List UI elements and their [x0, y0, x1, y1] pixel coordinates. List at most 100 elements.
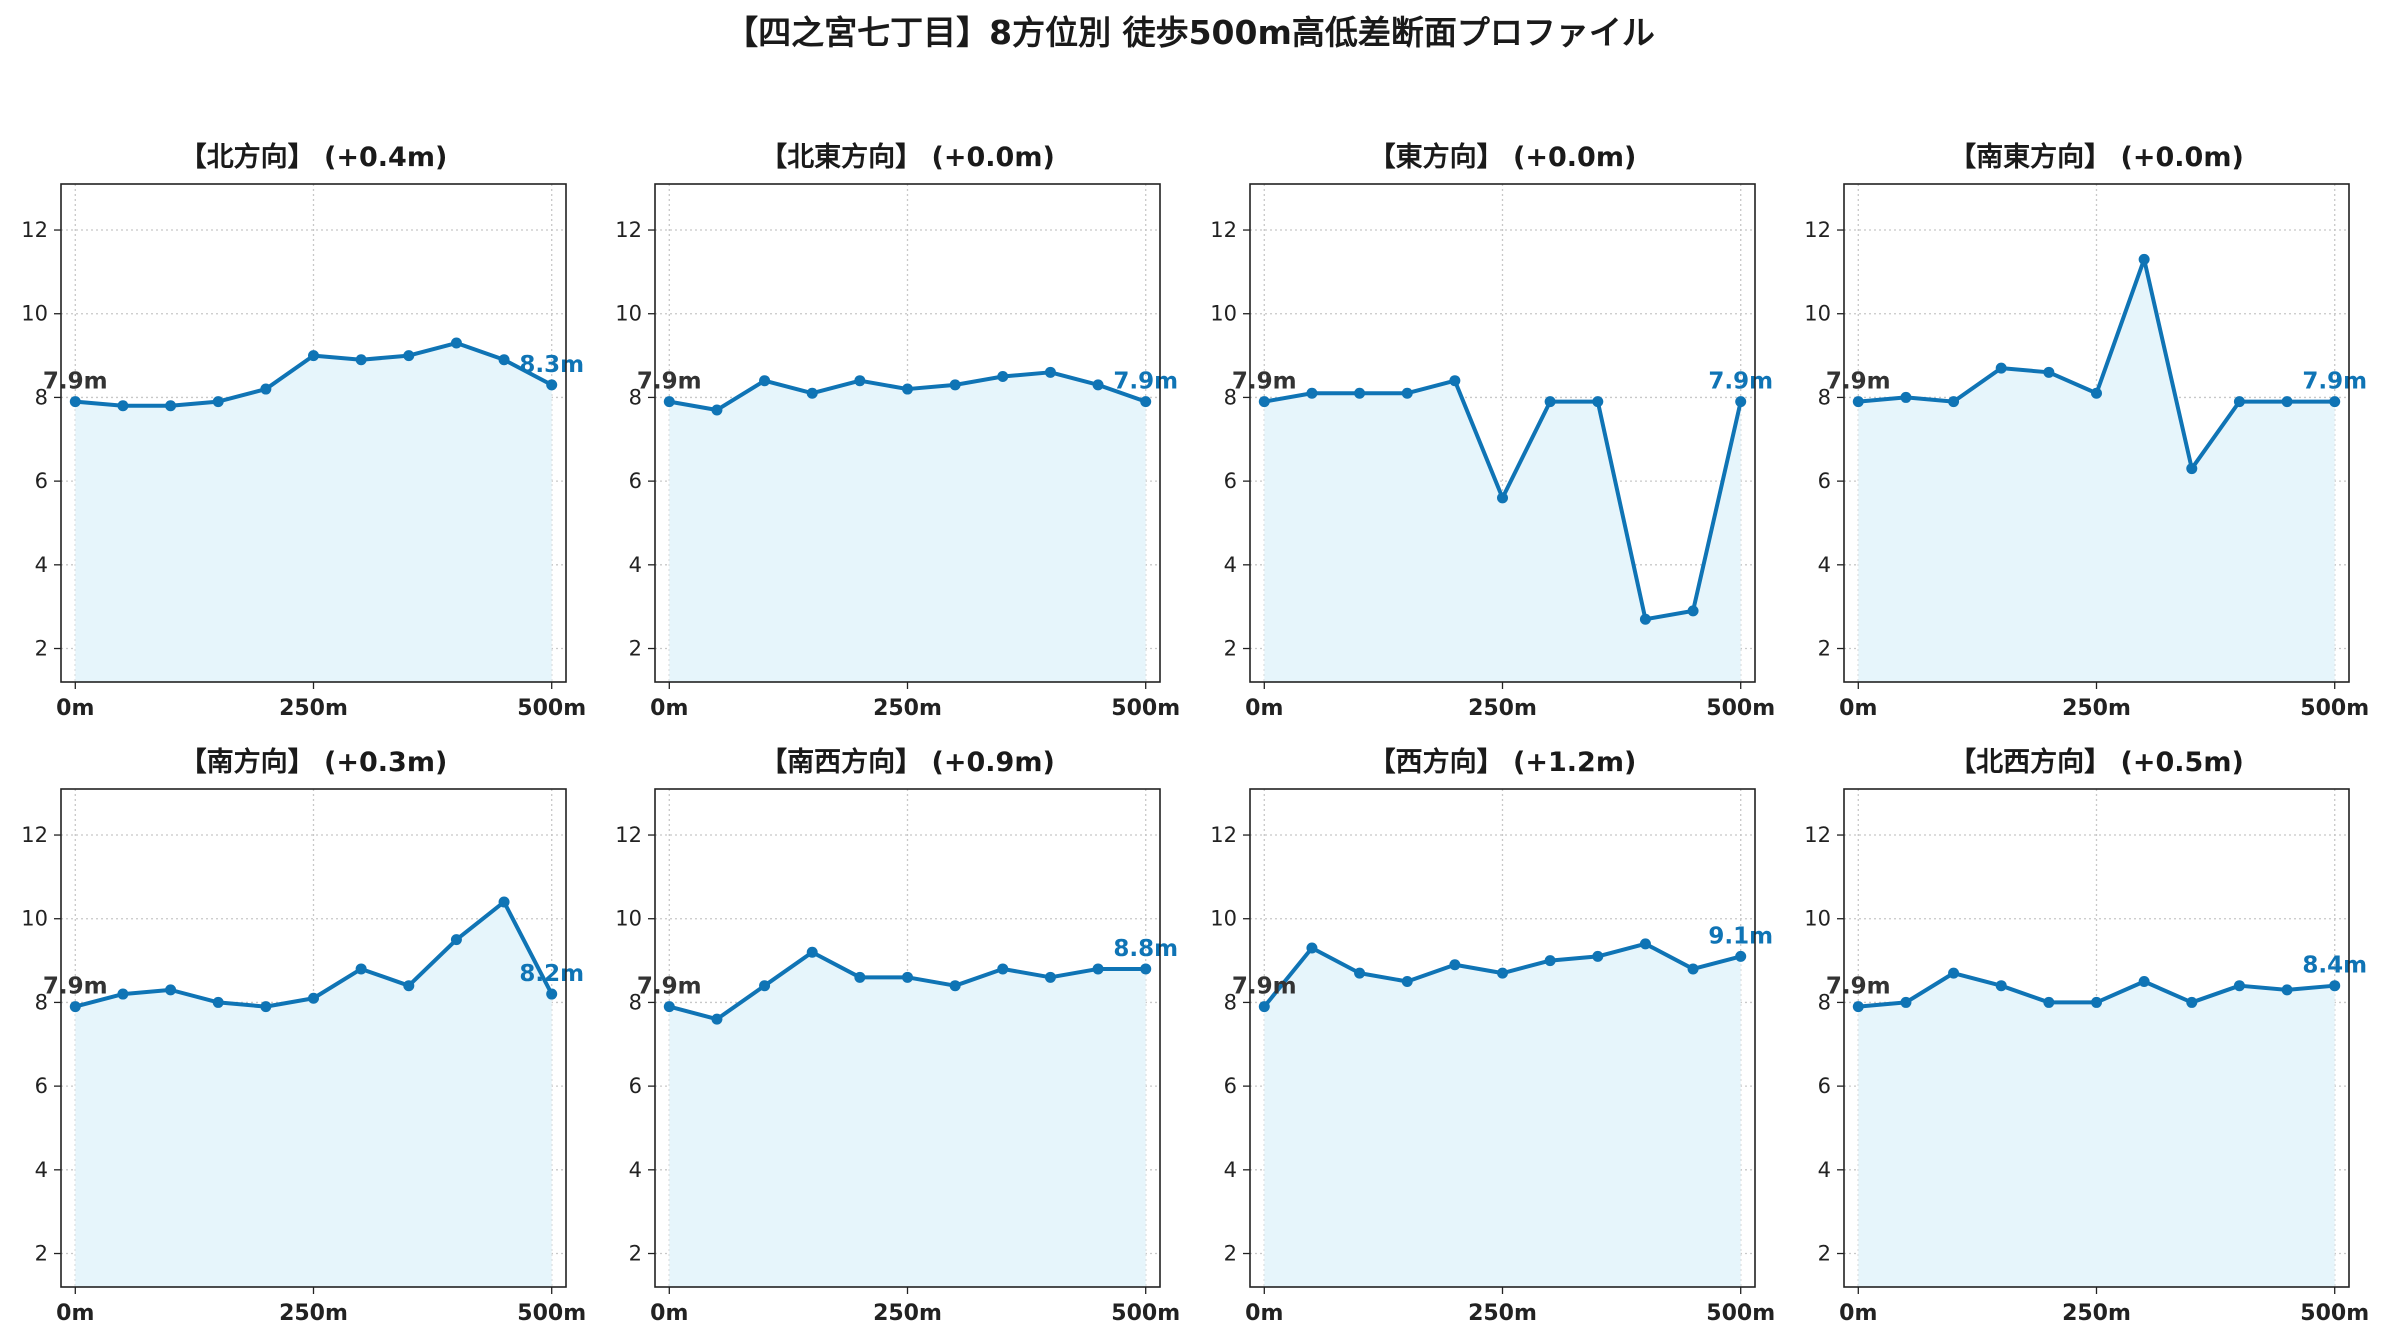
y-tick-label: 4: [35, 553, 48, 577]
elevation-area: [1264, 380, 1741, 682]
x-tick-label: 250m: [279, 696, 348, 721]
data-point: [498, 354, 510, 366]
panel-title: 【北方向】 (+0.4m): [180, 141, 448, 173]
data-point: [759, 375, 771, 387]
data-point: [2091, 387, 2102, 399]
profile-panel: 【北東方向】 (+0.0m) 0m 250m 500m 2 4 6 8 10 12 7.9m 7.9m: [615, 141, 1180, 721]
y-tick-label: 8: [1224, 990, 1237, 1014]
start-elevation-label: 7.9m: [43, 974, 108, 1000]
data-point: [546, 379, 558, 391]
y-tick-label: 12: [615, 823, 642, 847]
data-point: [902, 971, 913, 983]
data-point: [949, 379, 961, 391]
data-point: [1948, 967, 1960, 979]
data-point: [498, 896, 510, 908]
y-tick-label: 10: [1804, 907, 1831, 931]
y-tick-label: 2: [1818, 637, 1831, 661]
data-point: [2186, 996, 2198, 1008]
data-point: [212, 396, 224, 408]
data-point: [2091, 996, 2102, 1008]
elevation-area: [669, 952, 1146, 1287]
x-tick-label: 0m: [56, 696, 94, 721]
x-tick-label: 500m: [1706, 696, 1775, 721]
data-point: [355, 354, 367, 366]
y-tick-label: 6: [629, 1074, 642, 1098]
start-elevation-label: 7.9m: [637, 369, 702, 395]
data-point: [2138, 976, 2150, 988]
data-point: [2329, 396, 2341, 408]
data-point: [2233, 396, 2245, 408]
data-point: [69, 396, 81, 408]
end-elevation-label: 7.9m: [1708, 369, 1773, 395]
data-point: [949, 980, 961, 992]
axes-frame: [1843, 788, 2350, 1288]
data-point: [1639, 938, 1651, 950]
start-elevation-label: 7.9m: [1232, 369, 1297, 395]
data-point: [260, 1001, 272, 1013]
start-elevation-label: 7.9m: [1826, 369, 1891, 395]
y-tick-label: 12: [21, 823, 48, 847]
data-point: [1544, 955, 1556, 967]
panel-title: 【南東方向】 (+0.0m): [1949, 141, 2244, 173]
y-tick-label: 10: [615, 302, 642, 326]
panel-title: 【北西方向】 (+0.5m): [1949, 746, 2244, 778]
y-tick-label: 2: [1818, 1242, 1831, 1266]
y-tick-label: 12: [1804, 823, 1831, 847]
data-point: [1401, 976, 1413, 988]
x-tick-label: 0m: [650, 696, 688, 721]
data-point: [1044, 971, 1056, 983]
data-point: [450, 337, 462, 349]
data-point: [2281, 984, 2293, 996]
x-tick-label: 250m: [279, 1301, 348, 1326]
data-point: [1140, 396, 1152, 408]
profile-panel: 【東方向】 (+0.0m) 0m 250m 500m 2 4 6 8 10 12 7.9m 7.9m: [1210, 141, 1775, 721]
data-point: [902, 383, 913, 395]
start-elevation-label: 7.9m: [43, 369, 108, 395]
end-elevation-label: 7.9m: [1113, 369, 1178, 395]
data-point: [1092, 379, 1104, 391]
end-elevation-label: 8.4m: [2302, 953, 2367, 979]
data-point: [450, 934, 462, 946]
profile-panel: 【西方向】 (+1.2m) 0m 250m 500m 2 4 6 8 10 12 7.9m 9.1m: [1210, 746, 1775, 1326]
data-point: [1044, 366, 1056, 378]
data-point: [212, 996, 224, 1008]
data-point: [1852, 396, 1864, 408]
data-point: [1354, 967, 1366, 979]
data-point: [1592, 950, 1604, 962]
y-tick-label: 4: [1818, 553, 1831, 577]
panel-title: 【東方向】 (+0.0m): [1369, 141, 1637, 173]
data-point: [355, 963, 367, 975]
x-tick-label: 0m: [1245, 696, 1283, 721]
data-point: [403, 980, 415, 992]
data-point: [2043, 366, 2055, 378]
data-point: [2186, 463, 2198, 475]
end-elevation-label: 9.1m: [1708, 923, 1773, 949]
panel-title: 【北東方向】 (+0.0m): [760, 141, 1055, 173]
y-tick-label: 6: [629, 469, 642, 493]
data-point: [2281, 396, 2293, 408]
data-point: [1852, 1001, 1864, 1013]
y-tick-label: 4: [1224, 1158, 1237, 1182]
data-point: [1592, 396, 1604, 408]
axes-frame: [654, 183, 1161, 683]
data-point: [403, 350, 415, 362]
data-point: [1687, 605, 1699, 617]
axes-frame: [654, 788, 1161, 1288]
panel-title: 【西方向】 (+1.2m): [1369, 746, 1637, 778]
y-tick-label: 2: [629, 1242, 642, 1266]
panel-grid: 【北方向】 (+0.4m)0m 250m 500m246810127.9m8.3m【…: [21, 141, 2369, 1326]
data-point: [117, 400, 129, 412]
x-tick-label: 0m: [1839, 696, 1877, 721]
y-tick-label: 4: [35, 1158, 48, 1182]
elevation-area: [1264, 943, 1741, 1287]
y-tick-label: 8: [629, 385, 642, 409]
figure-title: 【四之宮七丁目】8方位別 徒歩500m高低差断面プロファイル: [725, 13, 1655, 52]
data-point: [1995, 980, 2007, 992]
data-point: [1735, 950, 1747, 962]
profile-panel: 【南西方向】 (+0.9m) 0m 250m 500m 2 4 6 8 10 12 7.9m 8.8m: [615, 746, 1180, 1326]
start-elevation-label: 7.9m: [637, 974, 702, 1000]
x-tick-label: 500m: [1111, 696, 1180, 721]
data-point: [1735, 396, 1747, 408]
y-tick-label: 6: [35, 1074, 48, 1098]
